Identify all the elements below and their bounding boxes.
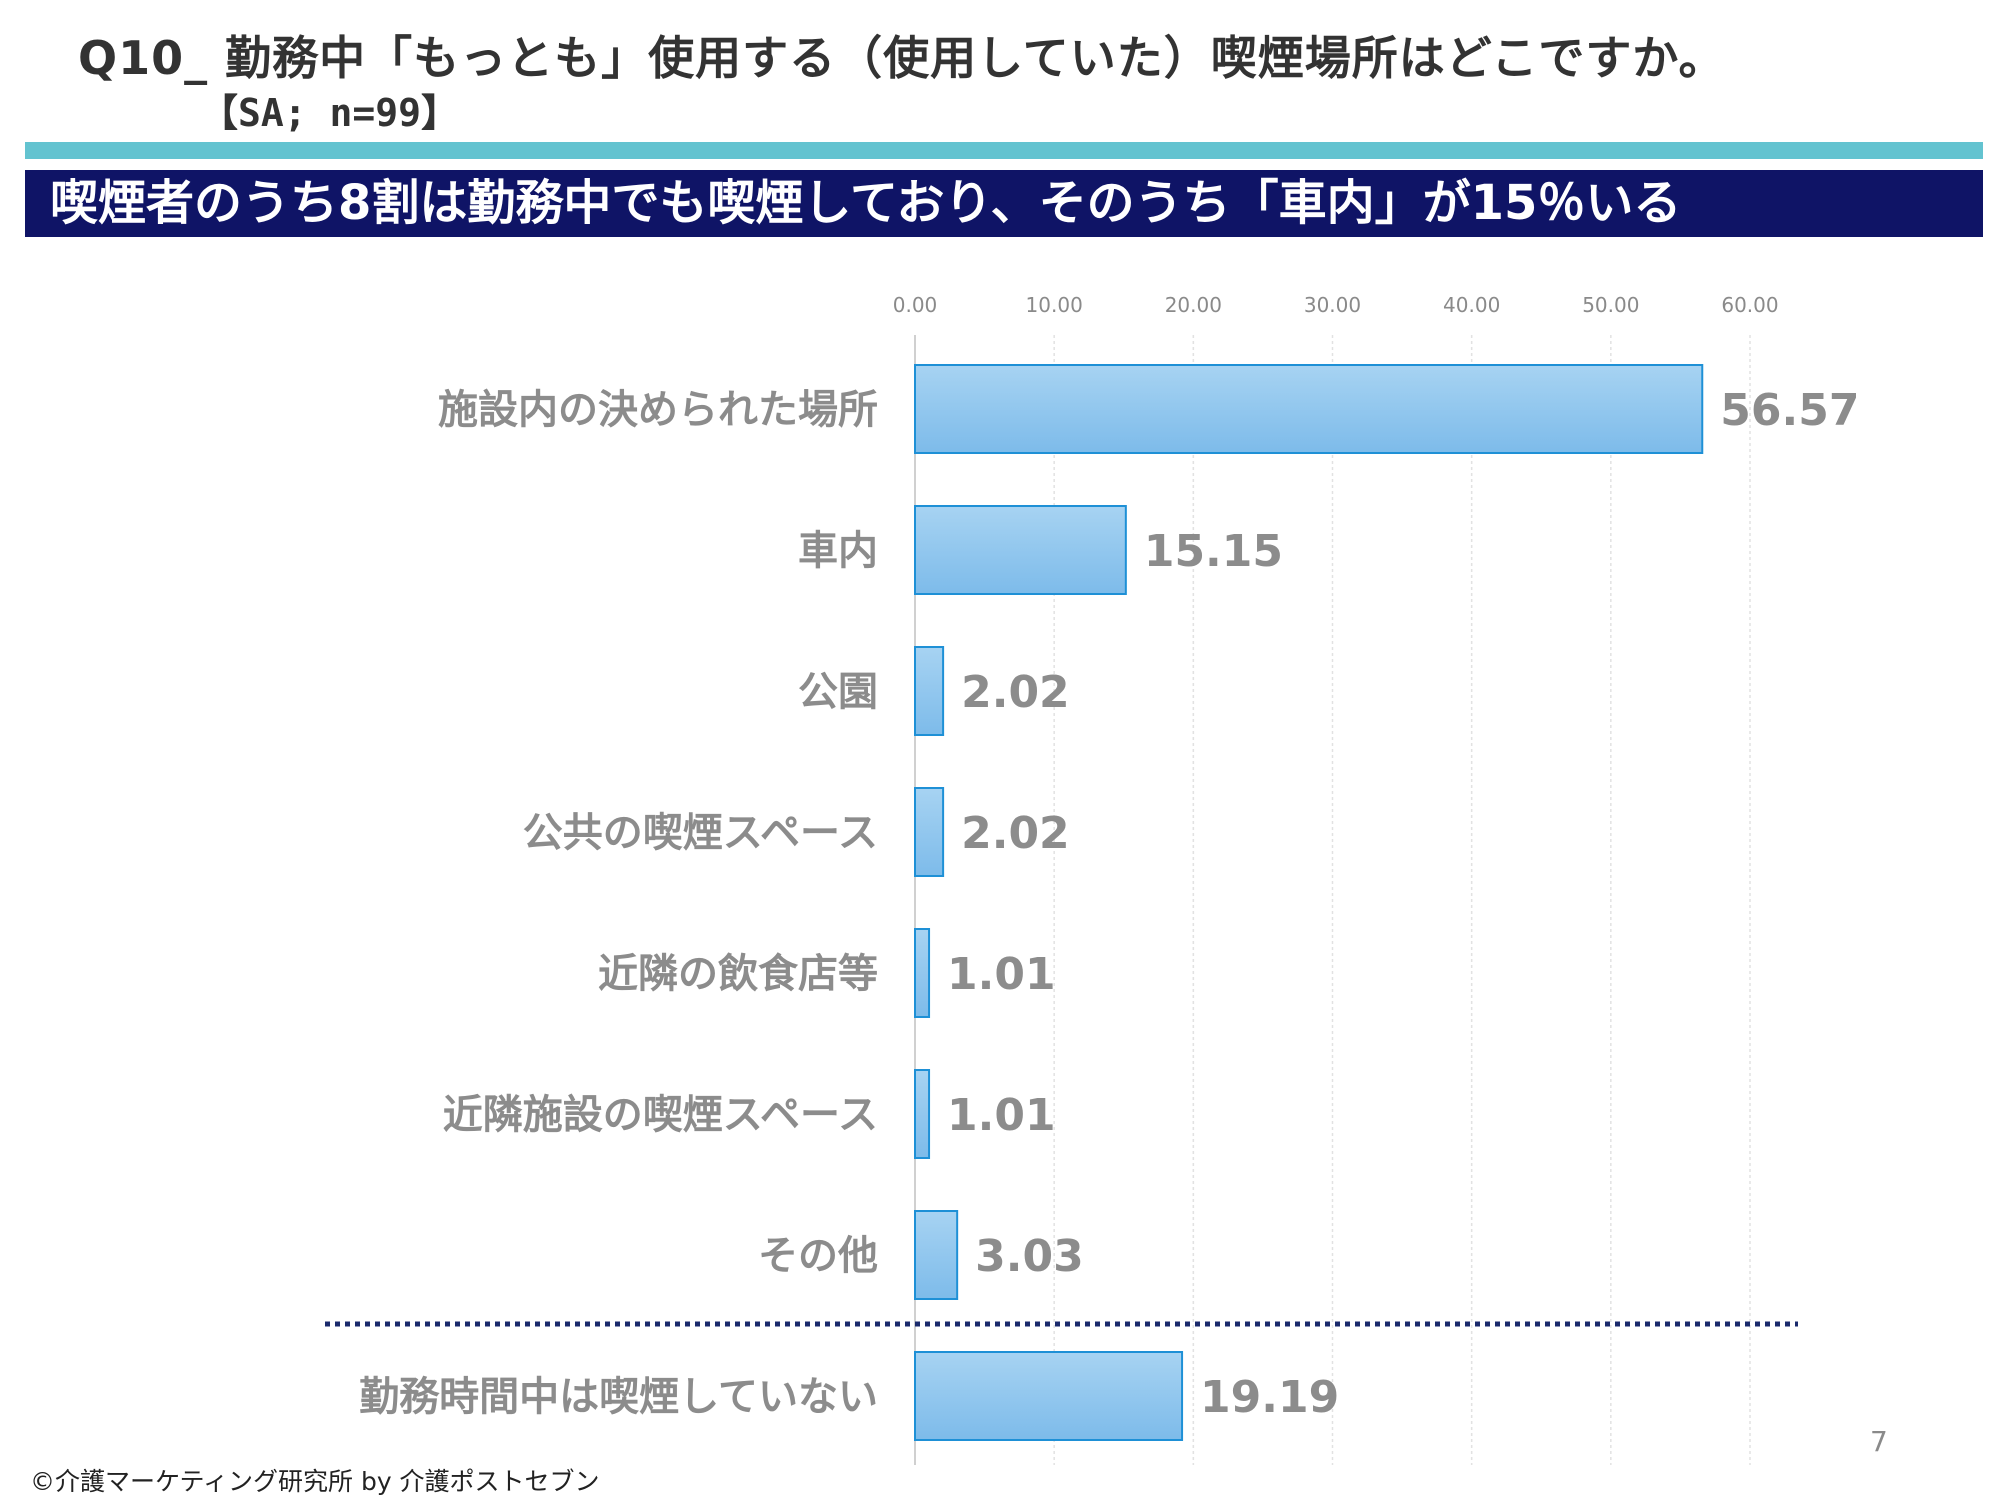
bar — [914, 928, 931, 1018]
value-label: 1.01 — [947, 949, 1056, 1000]
question-title: Q10_ 勤務中「もっとも」使用する（使用していた）喫煙場所はどこですか。 — [78, 31, 1726, 85]
value-label: 2.02 — [961, 808, 1070, 859]
category-label: 施設内の決められた場所 — [438, 387, 878, 433]
x-tick-label: 60.00 — [1721, 293, 1778, 317]
category-label: 公園 — [798, 669, 878, 715]
value-label: 56.57 — [1720, 385, 1859, 436]
x-tick-label: 20.00 — [1165, 293, 1222, 317]
value-label: 2.02 — [961, 667, 1070, 718]
sample-size-note: 【SA; n=99】 — [200, 91, 460, 135]
x-tick-label: 10.00 — [1026, 293, 1083, 317]
headline-banner: 喫煙者のうち8割は勤務中でも喫煙しており、そのうち「車内」が15％いる — [25, 170, 1983, 237]
category-labels: 施設内の決められた場所車内公園公共の喫煙スペース近隣の飲食店等近隣施設の喫煙スペ… — [359, 387, 878, 1420]
x-tick-label: 40.00 — [1443, 293, 1500, 317]
bar — [914, 646, 945, 736]
value-label: 1.01 — [947, 1090, 1056, 1141]
value-label: 19.19 — [1200, 1372, 1339, 1423]
bar — [914, 1069, 931, 1159]
bar — [914, 364, 1704, 454]
bar — [914, 1351, 1184, 1441]
x-tick-label: 0.00 — [893, 293, 938, 317]
category-label: 公共の喫煙スペース — [523, 810, 878, 856]
category-label: 車内 — [798, 528, 878, 574]
copyright-footer: ©介護マーケティング研究所 by 介護ポストセブン — [30, 1467, 600, 1496]
value-labels: 56.57 15.15 2.02 2.02 1.01 1.01 3.03 19.19 — [947, 385, 1859, 1423]
category-label: その他 — [758, 1233, 878, 1279]
category-label: 近隣の飲食店等 — [598, 951, 878, 997]
bar — [914, 787, 945, 877]
x-tick-label: 30.00 — [1304, 293, 1361, 317]
category-label: 勤務時間中は喫煙していない — [359, 1374, 878, 1420]
page-number: 7 — [1870, 1425, 1888, 1458]
gridlines — [914, 335, 1751, 1465]
bar — [914, 505, 1127, 595]
x-axis-ticks: 0.00 10.00 20.00 30.00 40.00 50.00 60.00 — [893, 293, 1779, 317]
value-label: 15.15 — [1144, 526, 1283, 577]
value-label: 3.03 — [975, 1231, 1084, 1282]
x-tick-label: 50.00 — [1582, 293, 1639, 317]
teal-divider — [25, 142, 1983, 159]
bar — [914, 1210, 959, 1300]
category-label: 近隣施設の喫煙スペース — [443, 1092, 878, 1138]
bars — [914, 364, 1704, 1441]
